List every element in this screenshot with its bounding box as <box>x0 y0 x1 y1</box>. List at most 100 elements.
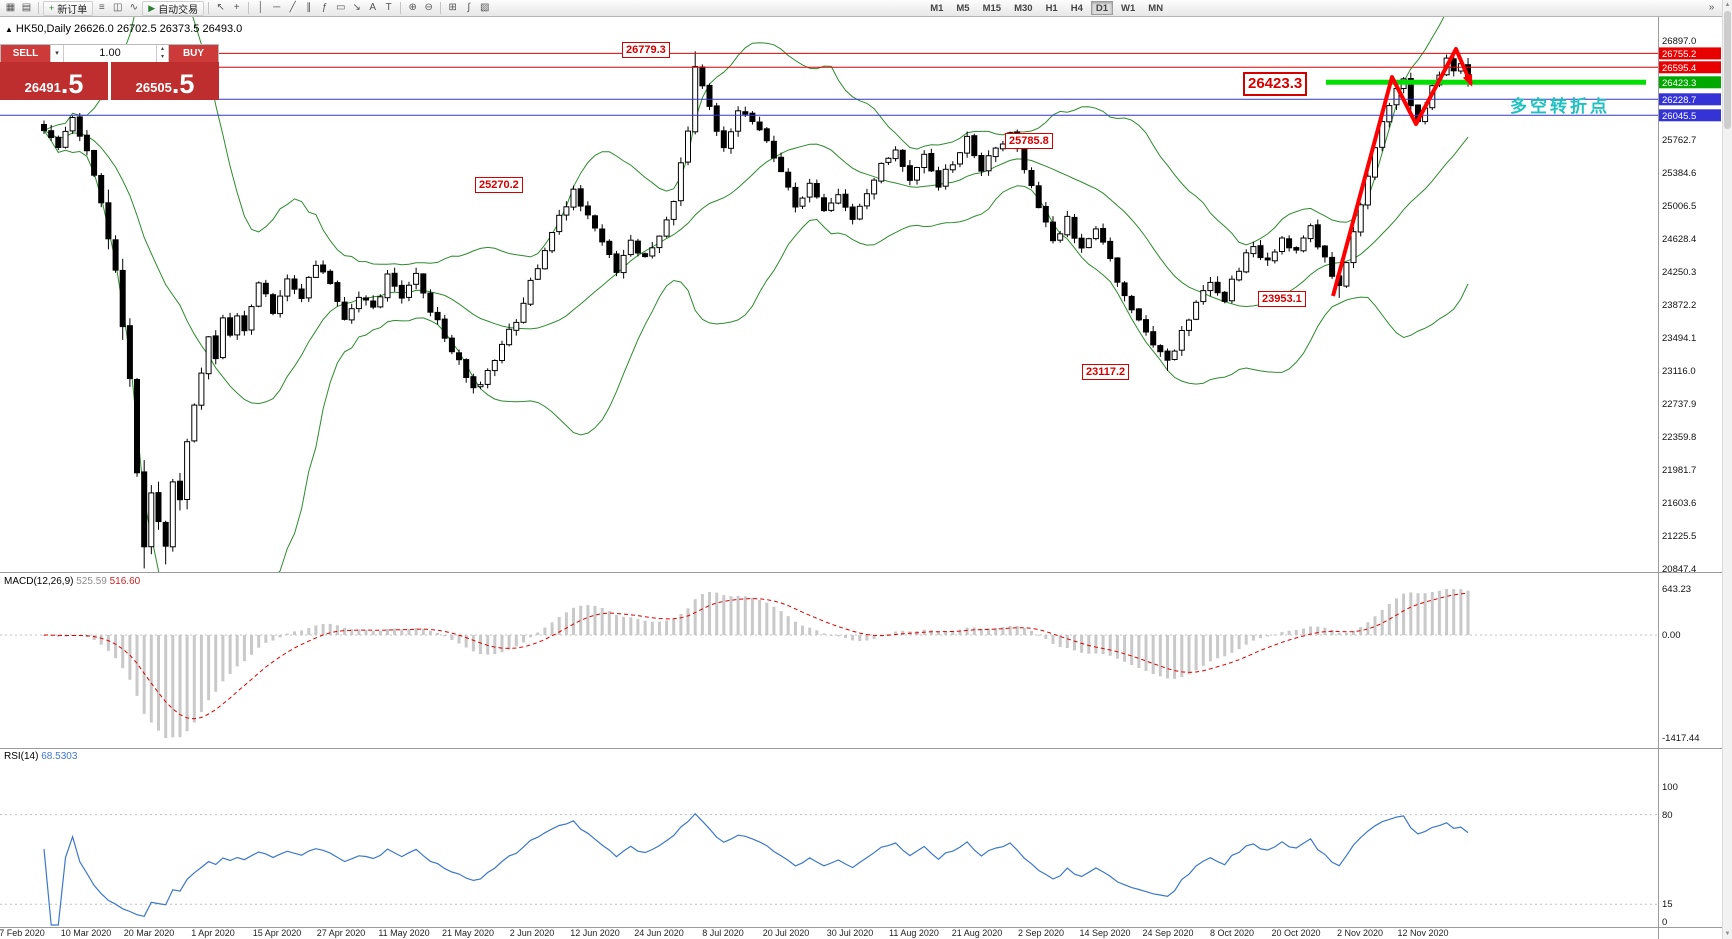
chart-profiles-icon[interactable]: ▤ <box>21 2 32 13</box>
main-toolbar: ▦ ▤ + 新订单 ≡ ◫ ∿ ▶ 自动交易 ↖ + │ ─ ╱ ∥ ƒ ▭ ↘ A T ⊕ ⊖ ⊞ ∫ ▧ M1 M5 M15 M30… <box>0 0 1722 17</box>
svg-text:22737.9: 22737.9 <box>1662 399 1696 410</box>
svg-text:11 May 2020: 11 May 2020 <box>378 928 429 938</box>
horizontal-line-icon[interactable]: ─ <box>273 2 281 13</box>
autotrading-button[interactable]: ▶ 自动交易 <box>142 0 205 16</box>
toolbar-overflow-icon[interactable]: » <box>1708 2 1715 13</box>
price-tag: 26228.7 <box>1659 93 1721 106</box>
trendline-icon[interactable]: ╱ <box>289 2 296 13</box>
svg-text:25384.6: 25384.6 <box>1662 168 1696 179</box>
svg-text:25762.7: 25762.7 <box>1662 135 1696 146</box>
time-axis[interactable]: 7 Feb 2020 10 Mar 2020 20 Mar 2020 1 Apr 20… <box>0 928 1449 938</box>
channel-icon[interactable]: ∥ <box>306 2 312 13</box>
svg-text:15: 15 <box>1662 899 1673 910</box>
arrows-icon[interactable]: ↘ <box>352 2 361 13</box>
chart-title: ▲ HK50,Daily 26626.0 26702.5 26373.5 2649… <box>5 23 242 35</box>
svg-text:26755.2: 26755.2 <box>1662 49 1696 60</box>
text-icon[interactable]: A <box>369 2 377 13</box>
one-click-trading-panel: SELL ▾ 1.00 ▴ ▾ BUY 26491.5 26505.5 <box>0 44 219 100</box>
new-order-button[interactable]: + 新订单 <box>43 0 94 16</box>
timeframe-h1[interactable]: H1 <box>1045 3 1058 14</box>
vertical-scrollbar[interactable]: ▲ ▼ <box>1722 0 1732 939</box>
new-chart-icon[interactable]: ▦ <box>5 2 16 13</box>
price-annotation[interactable]: 25270.2 <box>475 177 523 194</box>
svg-text:25006.5: 25006.5 <box>1662 201 1696 212</box>
rsi-header: RSI(14) 68.5303 <box>4 751 78 762</box>
svg-text:643.23: 643.23 <box>1662 584 1691 595</box>
line-chart-icon[interactable]: ∿ <box>129 2 138 13</box>
sell-button[interactable]: SELL <box>1 45 50 62</box>
bollinger-bands <box>43 17 1469 572</box>
shapes-icon[interactable]: ▭ <box>335 2 346 13</box>
price-axis[interactable]: 26897.0 25762.7 25384.6 25006.5 24628.4 24250… <box>1662 36 1696 575</box>
bull-bear-turning-point-label[interactable]: 多空转折点 <box>1510 97 1610 116</box>
svg-text:24250.3: 24250.3 <box>1662 267 1696 278</box>
price-annotation[interactable]: 26423.3 <box>1243 72 1308 96</box>
sell-price[interactable]: 26491.5 <box>0 62 108 100</box>
bar-chart-icon[interactable]: ≡ <box>98 2 105 13</box>
toolbar-separator <box>440 2 442 14</box>
scroll-up-icon[interactable]: ▲ <box>1724 2 1731 8</box>
macd-axis: 643.23 0.00 -1417.44 <box>1662 584 1700 744</box>
buy-price[interactable]: 26505.5 <box>111 62 219 100</box>
timeframe-w1[interactable]: W1 <box>1121 3 1136 14</box>
scrollbar-thumb[interactable] <box>1724 11 1731 129</box>
svg-text:2 Nov 2020: 2 Nov 2020 <box>1337 928 1383 938</box>
template-icon[interactable]: ▧ <box>479 2 490 13</box>
candlestick-chart-icon[interactable]: ◫ <box>113 2 123 13</box>
toolbar-separator <box>208 2 210 14</box>
crosshair-icon[interactable]: + <box>233 2 240 13</box>
svg-text:26228.7: 26228.7 <box>1662 95 1696 106</box>
svg-text:0: 0 <box>1662 917 1667 928</box>
svg-text:26897.0: 26897.0 <box>1662 36 1696 47</box>
svg-text:1 Apr 2020: 1 Apr 2020 <box>191 928 235 938</box>
timeframe-m1[interactable]: M1 <box>930 3 944 14</box>
volume-input[interactable]: 1.00 <box>64 45 156 62</box>
svg-text:12 Nov 2020: 12 Nov 2020 <box>1397 928 1448 938</box>
price-tag: 26423.3 <box>1659 76 1721 89</box>
svg-text:30 Jul 2020: 30 Jul 2020 <box>827 928 874 938</box>
stepper-up-icon[interactable]: ▴ <box>160 46 164 52</box>
scroll-down-icon[interactable]: ▼ <box>1724 931 1731 937</box>
tile-windows-icon[interactable]: ⊞ <box>448 2 457 13</box>
svg-text:-1417.44: -1417.44 <box>1662 733 1700 744</box>
symbol-period-label: HK50,Daily <box>15 23 71 35</box>
zoom-in-icon[interactable]: ⊕ <box>408 2 417 13</box>
buy-button[interactable]: BUY <box>169 45 218 62</box>
ohlc-values: 26626.0 26702.5 26373.5 26493.0 <box>74 23 243 35</box>
timeframe-m15[interactable]: M15 <box>982 3 1002 14</box>
timeframe-mn[interactable]: MN <box>1148 3 1164 14</box>
price-annotation[interactable]: 25785.8 <box>1005 133 1053 150</box>
vertical-line-icon[interactable]: │ <box>257 2 264 13</box>
svg-text:12 Jun 2020: 12 Jun 2020 <box>570 928 620 938</box>
cursor-icon[interactable]: ↖ <box>216 2 225 13</box>
price-tag: 26045.5 <box>1659 109 1721 122</box>
svg-text:21 May 2020: 21 May 2020 <box>442 928 494 938</box>
svg-text:80: 80 <box>1662 810 1673 821</box>
fibonacci-icon[interactable]: ƒ <box>321 2 328 13</box>
timeframe-m5[interactable]: M5 <box>956 3 970 14</box>
volume-dropdown[interactable]: ▾ <box>50 45 64 62</box>
trend-arrow[interactable] <box>1331 47 1473 297</box>
svg-text:10 Mar 2020: 10 Mar 2020 <box>61 928 112 938</box>
indicators-icon[interactable]: ∫ <box>467 2 471 13</box>
macd-indicator <box>0 589 1658 738</box>
price-annotation[interactable]: 23953.1 <box>1258 291 1306 308</box>
timeframe-m30[interactable]: M30 <box>1014 3 1033 14</box>
svg-text:27 Apr 2020: 27 Apr 2020 <box>317 928 366 938</box>
timeframe-d1[interactable]: D1 <box>1090 1 1114 15</box>
price-annotation[interactable]: 23117.2 <box>1082 364 1130 381</box>
stepper-down-icon[interactable]: ▾ <box>160 54 164 60</box>
zoom-out-icon[interactable]: ⊖ <box>424 2 433 13</box>
label-icon[interactable]: T <box>385 2 392 13</box>
svg-text:22359.8: 22359.8 <box>1662 432 1696 443</box>
volume-stepper[interactable]: ▴ ▾ <box>156 45 169 62</box>
rsi-axis: 100 80 15 0 <box>1662 782 1678 928</box>
chevron-down-icon: ▾ <box>55 50 59 57</box>
svg-text:100: 100 <box>1662 782 1678 793</box>
rsi-indicator <box>0 812 1658 926</box>
svg-text:21603.6: 21603.6 <box>1662 498 1696 509</box>
toolbar-separator <box>400 2 402 14</box>
price-annotation[interactable]: 26779.3 <box>622 42 670 59</box>
timeframe-h4[interactable]: H4 <box>1070 3 1083 14</box>
